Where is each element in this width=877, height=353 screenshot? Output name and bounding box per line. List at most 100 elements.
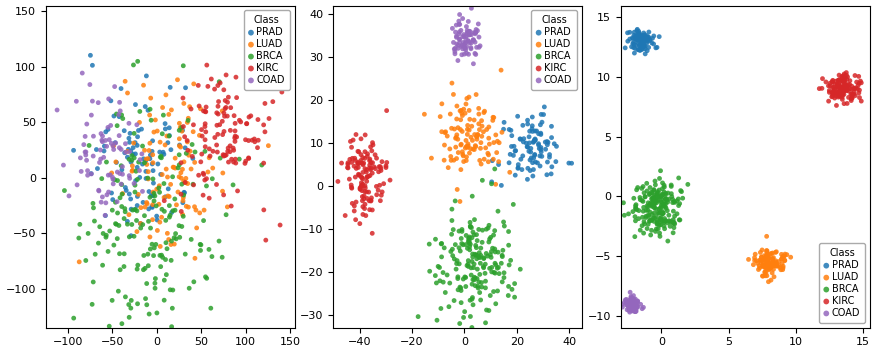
LUAD xyxy=(141,169,155,174)
PRAD xyxy=(84,171,98,176)
BRCA xyxy=(655,211,669,217)
BRCA xyxy=(131,262,145,268)
LUAD xyxy=(146,160,160,166)
KIRC xyxy=(852,80,866,86)
LUAD xyxy=(141,156,155,161)
BRCA xyxy=(133,225,147,231)
PRAD xyxy=(631,47,645,53)
BRCA xyxy=(485,265,499,270)
LUAD xyxy=(164,107,178,113)
KIRC xyxy=(824,83,838,89)
KIRC xyxy=(251,137,265,143)
LUAD xyxy=(130,229,144,234)
BRCA xyxy=(456,276,470,282)
LUAD xyxy=(752,267,766,272)
LUAD xyxy=(758,253,772,258)
KIRC xyxy=(850,79,864,85)
COAD xyxy=(629,303,643,308)
LUAD xyxy=(769,262,783,268)
KIRC xyxy=(832,84,846,90)
BRCA xyxy=(153,252,167,258)
KIRC xyxy=(852,73,866,79)
PRAD xyxy=(544,171,558,177)
PRAD xyxy=(141,107,155,113)
BRCA xyxy=(655,209,669,214)
KIRC xyxy=(356,211,370,217)
PRAD xyxy=(540,172,554,178)
BRCA xyxy=(155,255,169,260)
BRCA xyxy=(447,256,461,262)
BRCA xyxy=(626,209,640,214)
PRAD xyxy=(532,146,546,151)
BRCA xyxy=(141,263,155,269)
KIRC xyxy=(366,142,380,148)
LUAD xyxy=(160,231,175,236)
BRCA xyxy=(184,237,198,242)
BRCA xyxy=(641,212,655,218)
BRCA xyxy=(445,206,459,212)
LUAD xyxy=(175,128,189,134)
KIRC xyxy=(345,185,359,191)
BRCA xyxy=(466,295,480,300)
BRCA xyxy=(172,223,186,228)
BRCA xyxy=(466,302,480,307)
COAD xyxy=(623,304,637,309)
KIRC xyxy=(218,106,232,112)
PRAD xyxy=(650,44,664,50)
PRAD xyxy=(110,160,124,165)
KIRC xyxy=(828,82,842,87)
BRCA xyxy=(467,274,481,280)
BRCA xyxy=(478,270,492,276)
COAD xyxy=(94,199,108,205)
PRAD xyxy=(516,122,530,128)
KIRC xyxy=(854,80,868,86)
BRCA xyxy=(652,176,667,181)
KIRC xyxy=(355,198,369,204)
KIRC xyxy=(844,91,858,97)
COAD xyxy=(464,46,478,52)
PRAD xyxy=(130,143,144,148)
LUAD xyxy=(765,261,779,266)
BRCA xyxy=(645,196,659,202)
KIRC xyxy=(191,83,205,88)
PRAD xyxy=(123,131,137,136)
LUAD xyxy=(139,156,153,162)
BRCA xyxy=(137,253,151,258)
BRCA xyxy=(114,163,128,168)
COAD xyxy=(106,181,120,187)
BRCA xyxy=(154,155,168,161)
COAD xyxy=(454,28,468,33)
KIRC xyxy=(353,186,367,191)
PRAD xyxy=(159,126,173,132)
BRCA xyxy=(125,157,139,163)
BRCA xyxy=(672,196,686,202)
LUAD xyxy=(143,234,157,240)
KIRC xyxy=(248,139,262,145)
PRAD xyxy=(631,40,645,46)
LUAD xyxy=(775,261,789,267)
LUAD xyxy=(118,78,132,84)
KIRC xyxy=(360,174,374,179)
BRCA xyxy=(482,222,496,228)
BRCA xyxy=(172,152,186,157)
BRCA xyxy=(168,231,182,237)
BRCA xyxy=(496,254,510,259)
COAD xyxy=(116,172,130,177)
LUAD xyxy=(767,261,781,266)
BRCA xyxy=(636,215,650,220)
COAD xyxy=(457,32,471,37)
BRCA xyxy=(496,219,510,225)
KIRC xyxy=(840,83,854,89)
PRAD xyxy=(638,46,652,52)
PRAD xyxy=(633,48,647,53)
PRAD xyxy=(177,190,191,195)
COAD xyxy=(467,37,481,43)
BRCA xyxy=(474,255,488,260)
BRCA xyxy=(463,314,477,319)
BRCA xyxy=(213,155,227,161)
PRAD xyxy=(634,43,648,48)
KIRC xyxy=(229,160,243,166)
LUAD xyxy=(747,258,761,263)
PRAD xyxy=(628,46,642,51)
COAD xyxy=(460,50,474,56)
